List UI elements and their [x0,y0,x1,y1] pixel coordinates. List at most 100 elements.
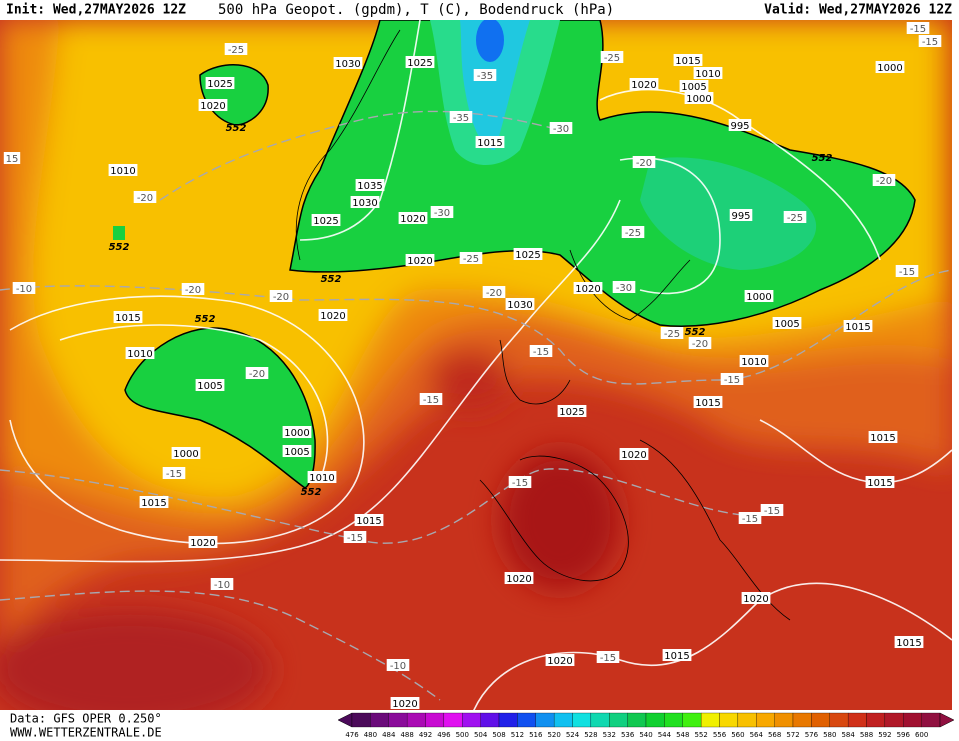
temperature-label-box [210,578,234,590]
pressure-label-box [868,431,898,443]
colorbar-swatch [866,712,886,728]
cold-core [476,20,504,62]
colorbar-label: 476 [345,731,359,739]
temperature-label: -25 [604,53,620,64]
temperature-label: -20 [636,158,652,169]
pressure-label-box [398,212,428,224]
colorbar-label: 544 [658,731,672,739]
pressure-label-box [282,445,312,457]
pressure-label: 1010 [309,473,334,484]
pressure-label-box [475,136,505,148]
pressure-label: 1020 [320,311,345,322]
website: WWW.WETTERZENTRALE.DE [10,726,162,740]
pressure-label-box [318,309,348,321]
colorbar-label: 484 [382,731,396,739]
pressure-label-box [333,57,363,69]
colorbar-label: 588 [860,731,873,739]
pressure-label: 1015 [695,398,720,409]
pressure-label-box [772,317,802,329]
temperature-label: -20 [876,176,892,187]
contour-label: 552 [685,327,706,338]
pressure-label: 1000 [746,292,771,303]
colorbar-swatch [829,712,849,728]
pressure-label-box [739,355,769,367]
pressure-label-box [843,320,873,332]
colorbar-swatch [370,712,389,728]
temperature-label: -10 [390,661,406,672]
temperature-label-box [596,651,620,663]
pressure-label: 1010 [110,166,135,177]
colorbar-swatch [756,712,775,728]
temperature-label-box [918,35,942,47]
colorbar-label: 532 [603,731,616,739]
temperature-label: -35 [453,113,469,124]
temperature-label: -15 [600,653,616,664]
pressure-label: 1000 [877,63,902,74]
temperature-label-box [872,174,896,186]
colorbar-swatch [517,712,536,728]
pressure-label-box [113,311,143,323]
temperature-label: -25 [463,254,479,265]
colorbar-label: 536 [621,731,635,739]
temperature-label: -10 [214,580,230,591]
colorbar-swatch [627,712,647,728]
pressure-label: 1035 [357,181,382,192]
init-time: Init: Wed,27MAY2026 12Z [6,3,186,18]
pressure-label: 1005 [284,447,309,458]
colorbar-swatch [553,712,573,728]
pressure-label: 1020 [547,656,572,667]
data-source: Data: GFS OPER 0.250° [10,712,162,726]
green-region [113,226,125,240]
colorbar-swatch [811,712,830,728]
colorbar-swatch [645,712,665,728]
pressure-label-box [619,448,649,460]
pressure-label: 1015 [867,478,892,489]
colorbar-label: 496 [437,731,451,739]
pressure-label: 1030 [352,198,377,209]
temperature-label: -25 [787,213,803,224]
temperature-label: -15 [742,514,758,525]
pressure-label: 1015 [141,498,166,509]
temperature-label: -30 [434,208,450,219]
temperature-label: -25 [664,329,680,340]
colorbar-swatch [443,712,463,728]
temperature-label-box [181,283,205,295]
colorbar-label: 596 [897,731,911,739]
pressure-label-box [282,426,312,438]
temperature-label-box [449,111,473,123]
colorbar-label: 552 [694,731,707,739]
colorbar-label: 592 [878,731,891,739]
temperature-label-box [482,286,506,298]
cold-region [460,20,530,150]
pressure-label-box [311,214,341,226]
temperature-label-box [906,22,930,34]
pressure-label: 1000 [686,94,711,105]
temperature-label-box [419,393,443,405]
colorbar-swatch [792,712,812,728]
pressure-label: 1010 [741,357,766,368]
colorbar-swatch [590,712,610,728]
pressure-label: 1015 [870,433,895,444]
temperature-label: -15 [922,37,938,48]
colorbar-label: 568 [768,731,781,739]
pressure-label: 1005 [681,82,706,93]
colorbar-swatch [351,712,371,728]
temperature-label: -20 [486,288,502,299]
colorbar-label: 572 [786,731,799,739]
colorbar-swatch [719,712,739,728]
colorbar-label: 528 [584,731,597,739]
pressure-label: 1020 [190,538,215,549]
temperature-label-box [386,659,410,671]
colorbar-label: 548 [676,731,689,739]
temperature-label: -20 [249,369,265,380]
map-labels: 1030 1025 1025 1020 1010 1035 1030 1025 1020 1015… [3,22,942,710]
pressure-label: 1025 [313,216,338,227]
pressure-label-box [108,164,138,176]
colorbar-swatch [903,712,922,728]
pressure-label-box [198,99,228,111]
temperature-label-box [783,211,807,223]
pressure-label-box [504,572,534,584]
temperature-label: -15 [166,469,182,480]
temperature-label-box [343,531,367,543]
